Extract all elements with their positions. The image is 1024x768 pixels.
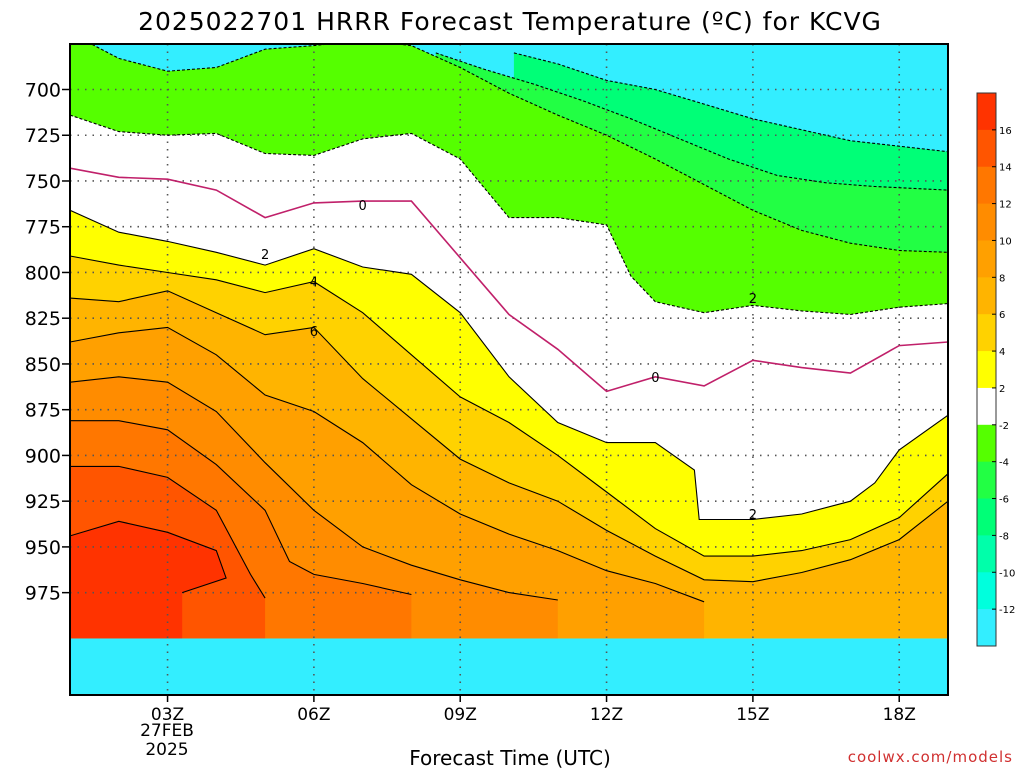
isotherm-line [70, 209, 948, 521]
colorbar-bin [977, 424, 996, 463]
isotherm-line [70, 326, 705, 603]
colorbar-tick-label: -6 [999, 495, 1009, 506]
contour-label: 0 [359, 199, 367, 214]
contour-label: 4 [310, 276, 318, 291]
temperature-band [70, 521, 227, 639]
y-tick-label: 975 [25, 583, 61, 605]
plot-area [70, 44, 948, 695]
y-tick-label: 750 [25, 171, 61, 193]
colorbar-tick-label: 10 [999, 236, 1012, 247]
isotherm-line [70, 520, 227, 594]
contour-label: 2 [749, 508, 757, 523]
plot-border [69, 43, 949, 696]
colorbar-bin [977, 129, 996, 168]
x-axis: 03Z 06Z 09Z 12Z 15Z 18Z [151, 695, 916, 725]
y-tick-label: 875 [25, 400, 61, 422]
colorbar-tick-label: 8 [999, 273, 1005, 284]
colorbar-bin [977, 240, 996, 278]
y-tick-label: 775 [25, 217, 61, 239]
isotherm-line [70, 376, 558, 601]
y-tick-label: 725 [25, 125, 61, 147]
x-tick-label: 06Z [297, 705, 330, 725]
isotherm-line [70, 290, 948, 583]
colorbar-border [976, 92, 997, 647]
x-tick-label: 03Z [151, 705, 184, 725]
isotherm-line [70, 114, 948, 316]
credit-link[interactable]: coolwx.com/models [848, 748, 1013, 766]
y-tick-label: 800 [25, 262, 61, 284]
colorbar-tick-label: -12 [999, 605, 1015, 616]
colorbar-bin [977, 609, 996, 647]
isotherm-lines [70, 44, 948, 603]
colorbar-bin [977, 572, 996, 610]
x-axis-label: Forecast Time (UTC) [409, 746, 611, 768]
colorbar-bin [977, 498, 996, 536]
y-tick-label: 950 [25, 537, 61, 559]
plot-frame [69, 43, 949, 696]
isotherm-line [70, 420, 412, 596]
colorbar-tick-label: 6 [999, 310, 1005, 321]
y-tick-label: 700 [25, 80, 61, 102]
colorbar-tick-label: -4 [999, 458, 1009, 469]
y-tick-label: 850 [25, 354, 61, 376]
y-axis: 700 725 750 775 800 825 850 875 900 925 950 975 [25, 80, 70, 605]
isotherm-line [90, 44, 948, 253]
contour-labels: 0 0 2 2 2 4 6 [261, 199, 757, 523]
isotherm-line [70, 255, 948, 557]
x-tick-label: 12Z [590, 705, 623, 725]
colorbar-bin [977, 166, 996, 205]
y-tick-label: 900 [25, 445, 61, 467]
date-label-year: 2025 [145, 740, 188, 760]
colorbar-bin [977, 351, 996, 389]
colorbar-tick-label: -8 [999, 531, 1009, 542]
colorbar-bin [977, 203, 996, 241]
colorbar-tick-label: 12 [999, 200, 1012, 211]
isotherm-line [435, 52, 948, 191]
colorbar-tick-label: 2 [999, 384, 1005, 395]
x-tick-label: 18Z [883, 705, 916, 725]
colorbar-tick-label: 16 [999, 126, 1012, 137]
isotherm-line [513, 52, 948, 153]
isotherm-line [70, 167, 948, 393]
colorbar-bin [977, 277, 996, 315]
colorbar-bin [977, 535, 996, 573]
date-label-day: 27FEB [140, 721, 194, 741]
x-tick-label: 15Z [736, 705, 769, 725]
contour-label: 6 [310, 325, 318, 340]
contour-label: 2 [749, 292, 757, 307]
y-tick-label: 925 [25, 491, 61, 513]
colorbar-tick-label: 4 [999, 347, 1005, 358]
x-tick-label: 09Z [444, 705, 477, 725]
isotherm-line [70, 465, 266, 599]
colorbar-bin [977, 314, 996, 352]
colorbar-tick-label: -10 [999, 568, 1015, 579]
chart-title: 2025022701 HRRR Forecast Temperature (ºC… [138, 7, 882, 36]
colorbar-tick-label: -2 [999, 421, 1009, 432]
colorbar-tick-label: 14 [999, 163, 1012, 174]
colorbar-bin [977, 93, 996, 131]
colorbar-bin [977, 387, 996, 426]
y-tick-label: 825 [25, 308, 61, 330]
contour-label: 0 [651, 371, 659, 386]
colorbar: 16 14 12 10 8 6 4 2 -2 -4 -6 -8 -10 -12 [976, 92, 1015, 647]
colorbar-bin [977, 461, 996, 500]
contour-label: 2 [261, 248, 269, 263]
